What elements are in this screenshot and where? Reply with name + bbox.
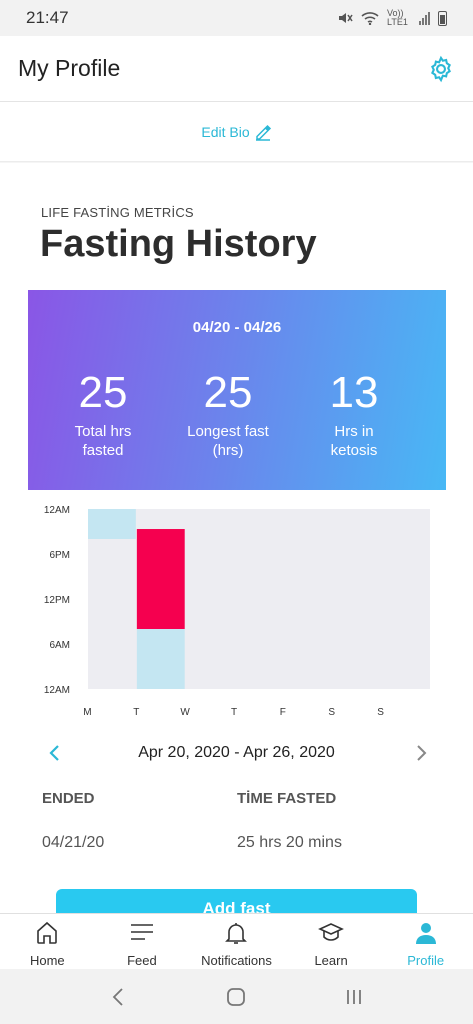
home-button-icon[interactable] — [224, 985, 248, 1009]
system-nav-bar — [0, 969, 473, 1024]
stat-value: 25 — [203, 368, 253, 417]
y-tick-label: 6PM — [49, 550, 70, 561]
summary-card: 04/20 - 04/26 25 Total hrs fasted 25 Lon… — [28, 290, 446, 490]
home-icon — [37, 921, 58, 944]
gear-icon[interactable] — [427, 55, 455, 83]
x-tick-label: W — [180, 707, 190, 718]
signal-icon — [419, 11, 430, 25]
fasting-bar — [136, 529, 185, 629]
stat-label-line2: fasted — [82, 442, 124, 459]
person-icon — [415, 923, 436, 944]
x-tick-label: T — [231, 707, 237, 718]
y-tick-label: 6AM — [49, 640, 70, 651]
bottom-tab-bar: Home Feed Notifications Learn Profile — [0, 913, 473, 969]
section-title: Fasting History — [40, 223, 317, 265]
recent-apps-icon[interactable] — [342, 985, 366, 1009]
x-tick-label: F — [280, 707, 286, 718]
stat-ketosis-hours: 13 Hrs in ketosis — [289, 368, 419, 460]
bell-icon — [225, 923, 248, 944]
chart-svg: 12AM 6PM 12PM 6AM 12AM M T W T F S S — [44, 505, 430, 718]
row-ended-value: 04/21/20 — [42, 834, 105, 851]
stat-value: 13 — [329, 368, 379, 417]
ketosis-bar — [136, 629, 185, 689]
row-time-fasted-value: 25 hrs 20 mins — [237, 834, 342, 851]
tab-label: Home — [29, 953, 65, 968]
status-time: 21:47 — [26, 8, 69, 27]
fasting-history-section: LIFE FASTİNG METRİCS Fasting History 04/… — [0, 163, 473, 913]
tab-profile[interactable]: Profile — [378, 914, 473, 969]
stat-label-line2: ketosis — [330, 442, 378, 459]
y-tick-label: 12AM — [44, 505, 70, 516]
stat-label-line2: (hrs) — [212, 442, 244, 459]
stat-label-line1: Hrs in — [334, 423, 374, 440]
network-label: Vo)) LTE1 — [387, 8, 408, 27]
feed-icon — [130, 924, 153, 940]
edit-bio-row: Edit Bio — [0, 102, 473, 162]
tab-label: Feed — [127, 953, 157, 968]
ketosis-bar — [88, 509, 136, 539]
metrics-eyebrow: LIFE FASTİNG METRİCS — [41, 205, 194, 220]
chevron-right-icon[interactable] — [410, 739, 432, 767]
tab-home[interactable]: Home — [0, 914, 95, 969]
tab-label: Notifications — [201, 953, 272, 968]
page-title: My Profile — [18, 55, 121, 81]
edit-bio-link[interactable]: Edit Bio — [201, 123, 250, 140]
stat-total-hours: 25 Total hrs fasted — [38, 368, 168, 460]
x-tick-label: S — [328, 707, 335, 718]
y-tick-label: 12AM — [44, 685, 70, 696]
tab-label: Learn — [314, 953, 348, 968]
x-tick-label: S — [377, 707, 384, 718]
week-range-label: Apr 20, 2020 - Apr 26, 2020 — [138, 744, 335, 761]
graduation-cap-icon — [318, 923, 345, 941]
back-icon[interactable] — [107, 985, 131, 1009]
stat-label-line1: Total hrs — [74, 423, 132, 440]
status-bar: 21:47 Vo)) LTE1 — [0, 0, 473, 36]
app-header: My Profile — [0, 36, 473, 102]
mute-icon — [339, 13, 353, 23]
add-fast-button[interactable]: Add fast — [56, 889, 417, 913]
stat-label-line1: Longest fast — [187, 423, 269, 440]
x-tick-label: M — [83, 707, 91, 718]
summary-range: 04/20 - 04/26 — [192, 319, 282, 336]
x-tick-label: T — [133, 707, 139, 718]
weekly-fasting-chart: 12AM 6PM 12PM 6AM 12AM M T W T F S S — [28, 493, 446, 723]
week-navigator: Apr 20, 2020 - Apr 26, 2020 — [0, 735, 473, 771]
tab-feed[interactable]: Feed — [95, 914, 190, 969]
battery-icon — [438, 10, 447, 26]
y-tick-label: 12PM — [44, 595, 70, 606]
stat-value: 25 — [78, 368, 128, 417]
wifi-icon — [361, 12, 379, 25]
column-header-ended: ENDED — [42, 790, 95, 807]
status-icons: Vo)) LTE1 — [337, 9, 447, 27]
tab-notifications[interactable]: Notifications — [189, 914, 284, 969]
pencil-icon[interactable] — [254, 123, 272, 141]
tab-learn[interactable]: Learn — [284, 914, 379, 969]
column-header-time-fasted: TİME FASTED — [237, 790, 337, 807]
chevron-left-icon[interactable] — [44, 739, 66, 767]
stat-longest-fast: 25 Longest fast (hrs) — [163, 368, 293, 460]
tab-label: Profile — [407, 953, 445, 968]
